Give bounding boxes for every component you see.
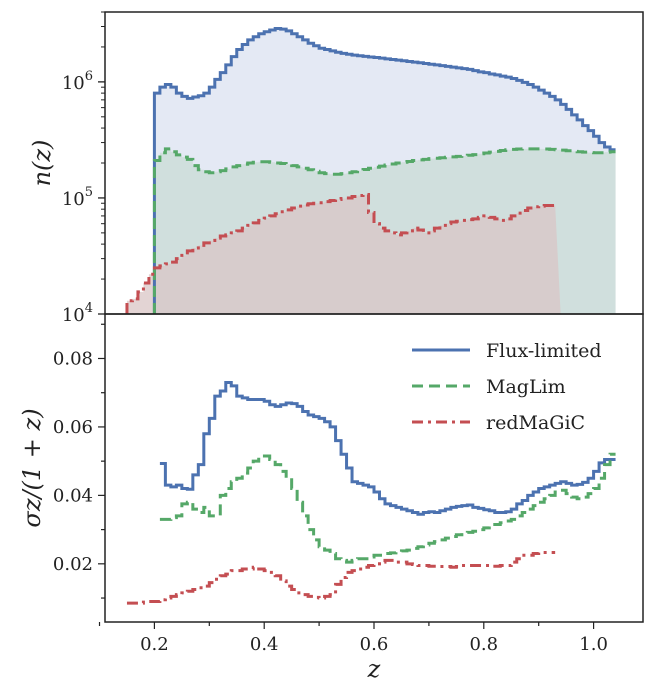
- legend-entry-flux-limited: Flux-limited: [412, 340, 602, 362]
- x-tick-label: 0.6: [360, 634, 389, 655]
- x-tick-label: 0.4: [250, 634, 279, 655]
- x-tick-label: 1.0: [579, 634, 608, 655]
- legend-label-flux-limited: Flux-limited: [486, 340, 602, 362]
- bottom-panel-xlabel: z: [367, 655, 381, 683]
- bottom-panel-x-ticks: 0.2 0.4 0.6 0.8 1.0: [100, 622, 608, 655]
- bottom-panel-sigma: 0.02 0.04 0.06 0.08 0.2 0.4 0.6 0.8 1.0 σz/(1 +…: [18, 314, 643, 683]
- legend-entry-maglim: MagLim: [412, 376, 566, 398]
- top-y-tick-base: 10: [62, 189, 85, 210]
- sigma-line-maglim: [160, 454, 616, 562]
- top-panel-ylabel: n(z): [28, 140, 56, 187]
- top-y-tick-exponent: 5: [85, 185, 93, 200]
- top-y-tick-base: 10: [62, 73, 85, 94]
- legend: Flux-limited MagLim redMaGiC: [412, 340, 602, 434]
- top-y-tick-exponent: 6: [85, 69, 93, 84]
- top-y-tick-label: 105: [62, 185, 93, 210]
- bottom-panel-ylabel: σz/(1 + z): [18, 408, 46, 527]
- top-panel-fills: [127, 29, 616, 314]
- bottom-y-tick-label: 0.06: [53, 417, 93, 438]
- top-y-tick-label: 104: [62, 301, 93, 326]
- legend-label-maglim: MagLim: [486, 376, 566, 398]
- top-y-tick-base: 10: [62, 305, 85, 326]
- bottom-y-tick-label: 0.04: [53, 485, 93, 506]
- sigma-line-flux-limited: [160, 382, 616, 514]
- top-y-tick-exponent: 4: [85, 301, 93, 316]
- bottom-y-tick-label: 0.08: [53, 348, 93, 369]
- legend-entry-redmagic: redMaGiC: [412, 412, 585, 434]
- x-tick-label: 0.2: [140, 634, 169, 655]
- x-tick-label: 0.8: [469, 634, 498, 655]
- bottom-panel-y-ticks: 0.02 0.04 0.06 0.08: [53, 324, 105, 598]
- legend-label-redmagic: redMaGiC: [486, 412, 585, 434]
- top-y-tick-label: 106: [62, 69, 93, 94]
- bottom-y-tick-label: 0.02: [53, 554, 93, 575]
